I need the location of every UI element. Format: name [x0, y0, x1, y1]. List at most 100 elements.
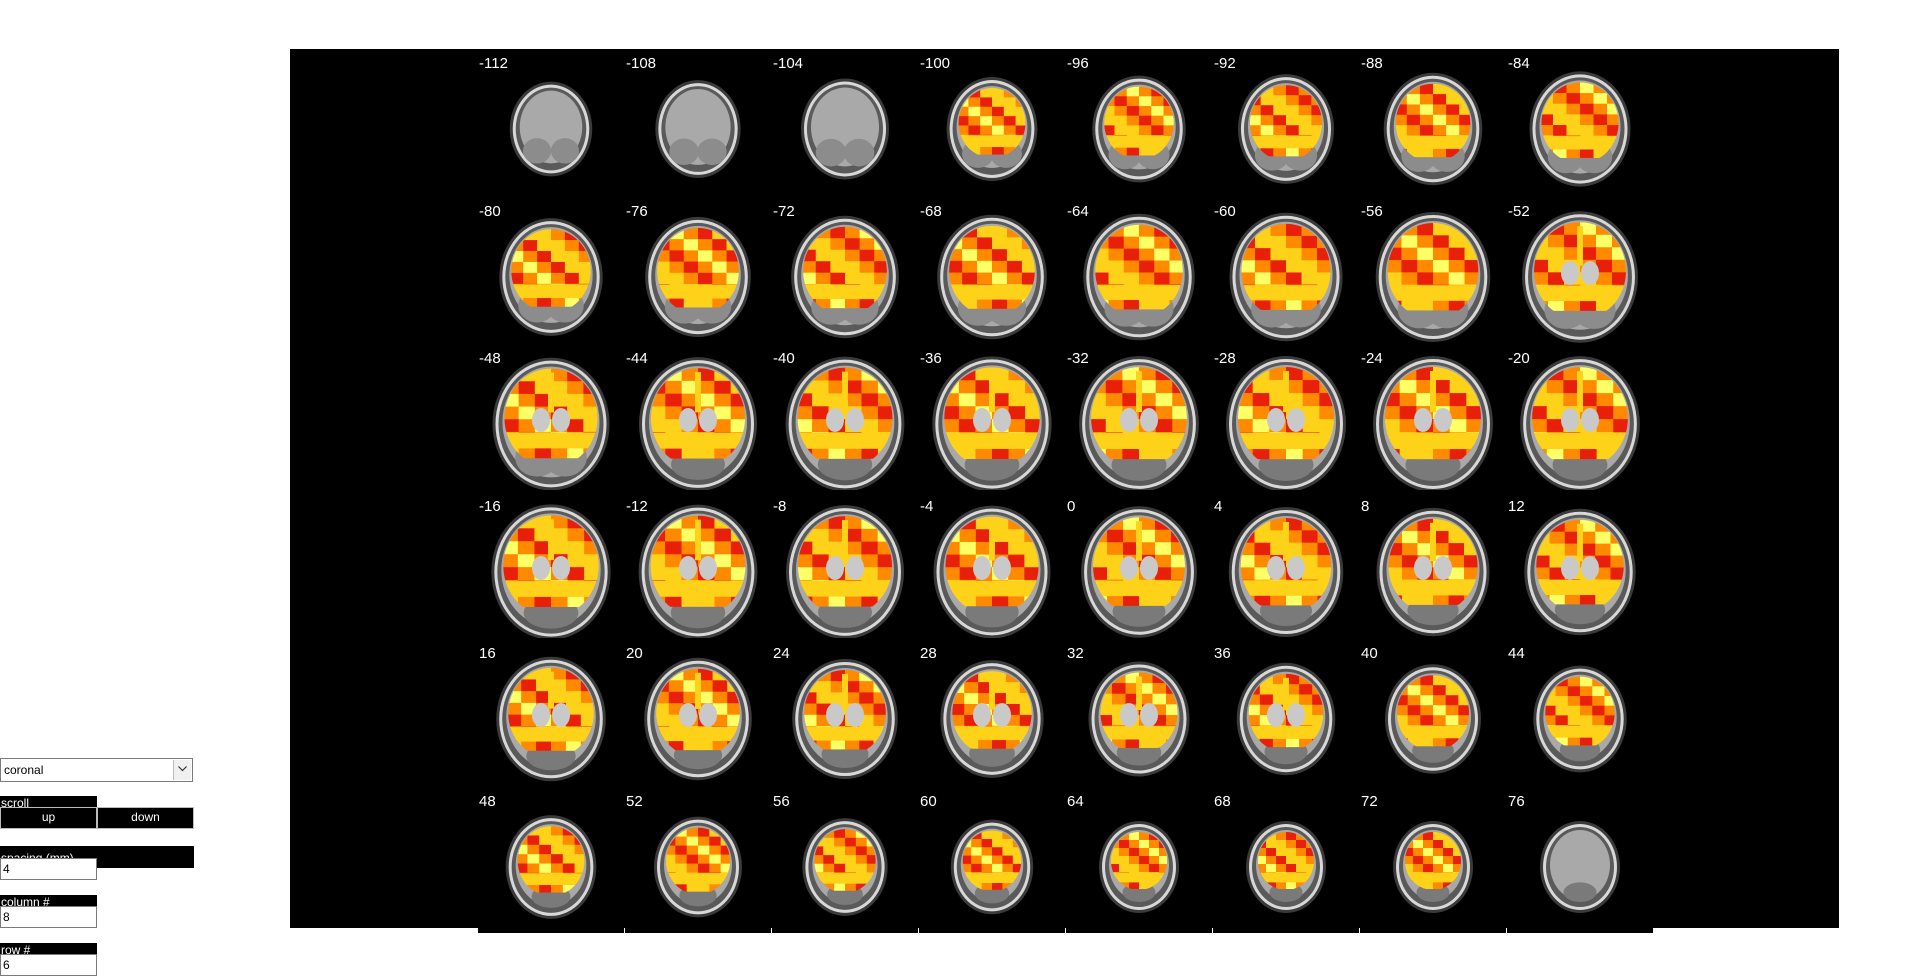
view-select-value: coronal: [4, 763, 44, 777]
scroll-down-button[interactable]: down: [97, 807, 194, 829]
slice-position-label: -28: [1214, 350, 1236, 367]
brain-slice-image: [1066, 196, 1212, 343]
brain-slice-image: [1360, 491, 1506, 638]
slice-position-label: -72: [773, 202, 795, 220]
slice-thumbnail: -44: [625, 344, 771, 490]
spacing-input[interactable]: 4: [0, 858, 97, 880]
slice-thumbnail: 36: [1213, 639, 1359, 785]
brain-slice-image: [919, 786, 1065, 933]
brain-slice-image: [1360, 344, 1506, 490]
brain-slice-image: [772, 196, 918, 343]
slice-position-label: 76: [1508, 792, 1525, 810]
chevron-down-icon[interactable]: [173, 760, 191, 780]
slice-position-label: -48: [479, 350, 501, 367]
brain-slice-image: [478, 491, 624, 638]
slice-position-label: -96: [1067, 55, 1089, 72]
slice-thumbnail: -60: [1213, 196, 1359, 343]
column-count-input[interactable]: 8: [0, 906, 97, 928]
slice-position-label: -40: [773, 350, 795, 367]
slice-thumbnail: 56: [772, 786, 918, 933]
brain-slice-image: [1213, 639, 1359, 785]
slice-thumbnail: 12: [1507, 491, 1653, 638]
brain-slice-image: [1507, 786, 1653, 933]
slice-position-label: 48: [479, 792, 496, 810]
brain-slice-image: [1507, 639, 1653, 785]
brain-slice-image: [1360, 49, 1506, 195]
slice-position-label: 68: [1214, 792, 1231, 810]
slice-position-label: 4: [1214, 497, 1223, 515]
slice-thumbnail: -72: [772, 196, 918, 343]
brain-slice-image: [772, 344, 918, 490]
brain-slice-image: [1360, 639, 1506, 785]
brain-slice-image: [625, 49, 771, 195]
brain-slice-image: [478, 49, 624, 195]
slice-thumbnail: 76: [1507, 786, 1653, 933]
slice-position-label: -68: [920, 202, 942, 220]
slice-thumbnail: -28: [1213, 344, 1359, 490]
slice-thumbnail: 68: [1213, 786, 1359, 933]
slice-position-label: -100: [920, 55, 951, 72]
slice-viewer[interactable]: -112 -108 -104 -100 -96 -92 -88 -84 -80 -76 -72 -68…: [290, 49, 1839, 933]
slice-thumbnail: -100: [919, 49, 1065, 195]
slice-thumbnail: -12: [625, 491, 771, 638]
brain-slice-image: [772, 491, 918, 638]
slice-thumbnail: -36: [919, 344, 1065, 490]
slice-thumbnail: 64: [1066, 786, 1212, 933]
slice-position-label: 64: [1067, 792, 1084, 810]
slice-thumbnail: 24: [772, 639, 918, 785]
slice-thumbnail: 48: [478, 786, 624, 933]
slice-position-label: -24: [1361, 350, 1383, 367]
scroll-up-button[interactable]: up: [0, 807, 97, 829]
brain-slice-image: [625, 196, 771, 343]
slice-thumbnail: 52: [625, 786, 771, 933]
slice-position-label: 0: [1067, 497, 1076, 515]
slice-thumbnail: -68: [919, 196, 1065, 343]
brain-slice-image: [772, 639, 918, 785]
brain-slice-image: [1066, 344, 1212, 490]
brain-slice-image: [1213, 196, 1359, 343]
brain-slice-image: [919, 344, 1065, 490]
slice-position-label: -20: [1508, 350, 1530, 367]
slice-position-label: -56: [1361, 202, 1383, 220]
brain-slice-image: [772, 49, 918, 195]
slice-thumbnail: 72: [1360, 786, 1506, 933]
slice-position-label: -36: [920, 350, 942, 367]
slice-position-label: 12: [1508, 497, 1525, 515]
slice-position-label: -76: [626, 202, 648, 220]
brain-slice-image: [919, 639, 1065, 785]
slice-thumbnail: 32: [1066, 639, 1212, 785]
brain-slice-image: [1066, 786, 1212, 933]
brain-slice-image: [1213, 491, 1359, 638]
slice-thumbnail: -32: [1066, 344, 1212, 490]
slice-position-label: -60: [1214, 202, 1236, 220]
view-select[interactable]: coronal: [0, 758, 193, 782]
slice-thumbnail: -24: [1360, 344, 1506, 490]
slice-thumbnail: -112: [478, 49, 624, 195]
brain-slice-image: [625, 786, 771, 933]
slice-thumbnail: -4: [919, 491, 1065, 638]
slice-thumbnail: -80: [478, 196, 624, 343]
brain-slice-image: [1066, 49, 1212, 195]
brain-slice-image: [1507, 196, 1653, 343]
slice-position-label: 16: [479, 645, 496, 662]
slice-thumbnail: -8: [772, 491, 918, 638]
slice-position-label: -44: [626, 350, 648, 367]
brain-slice-image: [1066, 491, 1212, 638]
slice-thumbnail: 44: [1507, 639, 1653, 785]
column-count-label: column #: [0, 895, 97, 907]
slice-thumbnail: -40: [772, 344, 918, 490]
row-count-input[interactable]: 6: [0, 954, 97, 976]
slice-position-label: 20: [626, 645, 643, 662]
slice-position-label: 32: [1067, 645, 1084, 662]
scroll-label: scroll: [0, 796, 97, 808]
brain-slice-image: [625, 491, 771, 638]
slice-position-label: -88: [1361, 55, 1383, 72]
slice-position-label: -84: [1508, 55, 1530, 72]
slice-thumbnail: 40: [1360, 639, 1506, 785]
slice-position-label: 72: [1361, 792, 1378, 810]
brain-slice-image: [1213, 49, 1359, 195]
slice-thumbnail: 60: [919, 786, 1065, 933]
slice-thumbnail: -88: [1360, 49, 1506, 195]
slice-thumbnail: -16: [478, 491, 624, 638]
brain-slice-image: [478, 639, 624, 785]
